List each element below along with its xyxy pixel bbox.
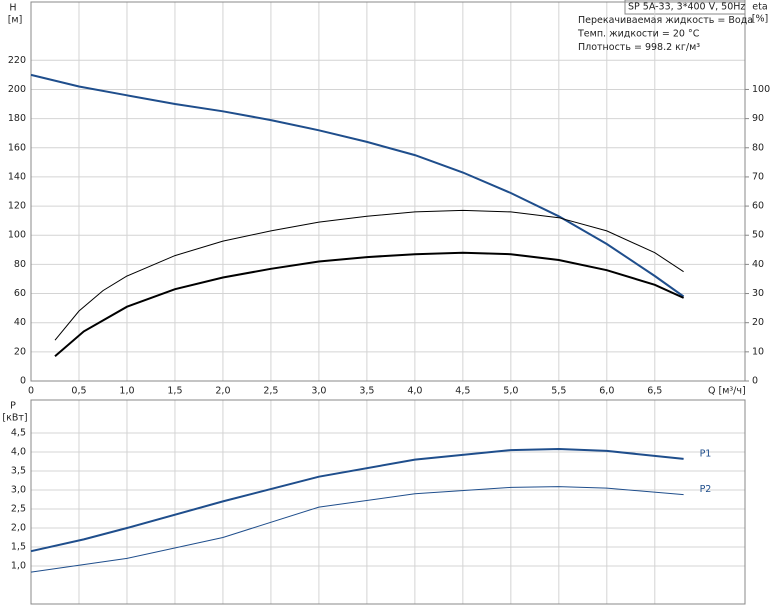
y-tick-label: 2,0 (11, 523, 26, 534)
x-tick-label: 1,5 (167, 386, 182, 397)
y-tick-label: 200 (8, 84, 26, 95)
x-tick-label: 6,5 (647, 386, 662, 397)
curve (54, 251, 685, 357)
annotation: Темп. жидкости = 20 °C (577, 29, 700, 40)
y-tick-label: 80 (14, 259, 26, 270)
annotation: SP 5A-33, 3*400 V, 50Hz (628, 2, 745, 13)
curve (54, 209, 684, 341)
plot-frame (30, 1, 746, 382)
y-tick-label: 0 (20, 376, 26, 387)
y2-tick-label: 30 (752, 288, 764, 299)
y-tick-label: 100 (8, 230, 26, 241)
legend-label: P2 (700, 484, 712, 495)
y-tick-label: 180 (8, 113, 26, 124)
y-tick-label: 220 (8, 55, 26, 66)
x-tick-label: 3,5 (359, 386, 374, 397)
y-tick-label: 4,0 (11, 447, 26, 458)
y2-axis-label: eta (752, 2, 767, 13)
y2-tick-label: 100 (752, 84, 770, 95)
y-tick-label: 2,5 (11, 504, 26, 515)
y-tick-label: 1,0 (11, 561, 26, 572)
y2-tick-label: 80 (752, 142, 764, 153)
y-tick-label: 40 (14, 317, 26, 328)
y-axis-label: P (10, 401, 16, 412)
y-tick-label: 1,5 (11, 542, 26, 553)
y-axis-unit: [м] (8, 15, 23, 26)
x-axis-label: Q [м³/ч] (708, 386, 746, 397)
x-tick-label: 4,0 (407, 386, 422, 397)
y2-tick-label: 70 (752, 171, 764, 182)
curve (30, 447, 684, 553)
curve (30, 73, 685, 298)
y2-tick-label: 40 (752, 259, 764, 270)
y-tick-label: 60 (14, 288, 26, 299)
y-tick-label: 160 (8, 142, 26, 153)
y2-axis-unit: [%] (752, 14, 768, 25)
y2-tick-label: 10 (752, 346, 764, 357)
x-tick-label: 5,5 (551, 386, 566, 397)
y2-tick-label: 0 (752, 376, 758, 387)
y2-tick-label: 60 (752, 201, 764, 212)
y-tick-label: 4,5 (11, 428, 26, 439)
x-tick-label: 2,5 (263, 386, 278, 397)
x-tick-label: 1,0 (119, 386, 134, 397)
y-axis-label: H (9, 3, 16, 14)
plot-frame (30, 399, 746, 605)
x-tick-label: 6,0 (599, 386, 614, 397)
x-tick-label: 0 (28, 386, 34, 397)
y-tick-label: 3,5 (11, 466, 26, 477)
y-axis-unit: [кВт] (2, 413, 27, 424)
y2-tick-label: 50 (752, 230, 764, 241)
legend-label: P1 (700, 448, 712, 459)
y-tick-label: 3,0 (11, 485, 26, 496)
annotation: Плотность = 998.2 кг/м³ (578, 42, 700, 53)
x-tick-label: 4,5 (455, 386, 470, 397)
annotation: Перекачиваемая жидкость = Вода (578, 15, 753, 26)
x-tick-label: 0,5 (71, 386, 86, 397)
curve (30, 486, 684, 573)
y-tick-label: 140 (8, 171, 26, 182)
y2-tick-label: 20 (752, 317, 764, 328)
y2-tick-label: 90 (752, 113, 764, 124)
y-tick-label: 120 (8, 201, 26, 212)
x-tick-label: 3,0 (311, 386, 326, 397)
x-tick-label: 5,0 (503, 386, 518, 397)
x-tick-label: 2,0 (215, 386, 230, 397)
y-tick-label: 20 (14, 346, 26, 357)
